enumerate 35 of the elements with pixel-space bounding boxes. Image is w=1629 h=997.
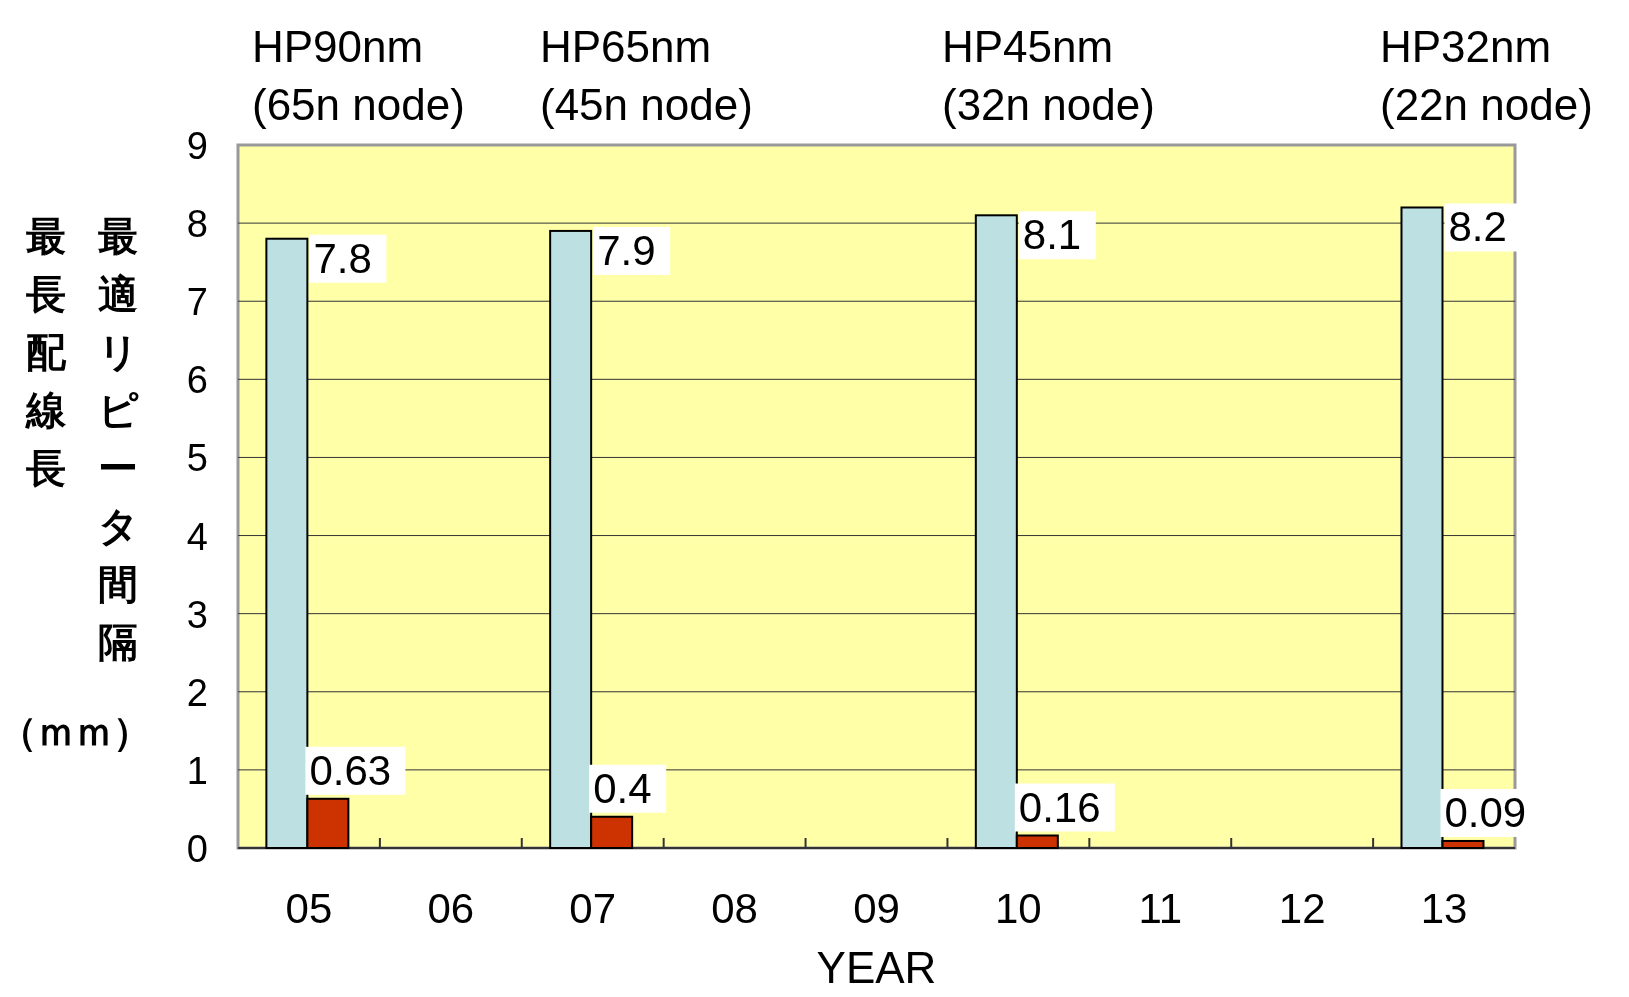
y-tick-label: 4	[186, 515, 208, 558]
y-axis-title: 最長配線長	[25, 214, 67, 490]
data-label: 7.9	[597, 226, 656, 274]
y-tick-label: 0	[186, 828, 208, 870]
x-axis-title: YEAR	[816, 943, 937, 992]
y-tick-label: 3	[186, 593, 208, 636]
text: （ｍｍ）	[0, 711, 151, 753]
data-label: 0.63	[309, 746, 392, 794]
x-tick-label: 06	[427, 885, 475, 932]
x-tick-label: 10	[995, 885, 1042, 932]
data-label: 0.16	[1018, 783, 1101, 831]
text: HP45nm (32n node)	[942, 22, 1155, 129]
text: HP90nm (65n node)	[252, 22, 465, 129]
text: HP32nm (22n node)	[1380, 22, 1593, 129]
data-label: 7.8	[313, 234, 372, 282]
data-label: 0.09	[1444, 788, 1527, 836]
x-tick-label: 13	[1420, 885, 1468, 932]
x-tick-label: 05	[285, 885, 333, 932]
text: HP65nm (45n node)	[540, 22, 753, 129]
y-tick-label: 8	[186, 203, 208, 246]
y-tick-label: 1	[186, 749, 208, 792]
y-tick-label: 6	[186, 359, 208, 402]
x-tick-label: 11	[1138, 885, 1183, 932]
y-tick-label: 5	[186, 437, 208, 480]
y-tick-label: 9	[186, 125, 208, 167]
data-label: 0.4	[593, 764, 652, 812]
data-label: 8.2	[1448, 203, 1507, 251]
y-tick-label: 2	[186, 671, 208, 714]
text: 最適リピータ間隔	[97, 214, 139, 664]
y-tick-label: 7	[186, 281, 208, 324]
data-label: 8.1	[1022, 211, 1082, 259]
x-tick-label: 09	[853, 885, 900, 932]
x-tick-label: 08	[711, 885, 758, 932]
x-tick-label: 07	[569, 885, 617, 932]
x-tick-label: 12	[1278, 885, 1326, 932]
